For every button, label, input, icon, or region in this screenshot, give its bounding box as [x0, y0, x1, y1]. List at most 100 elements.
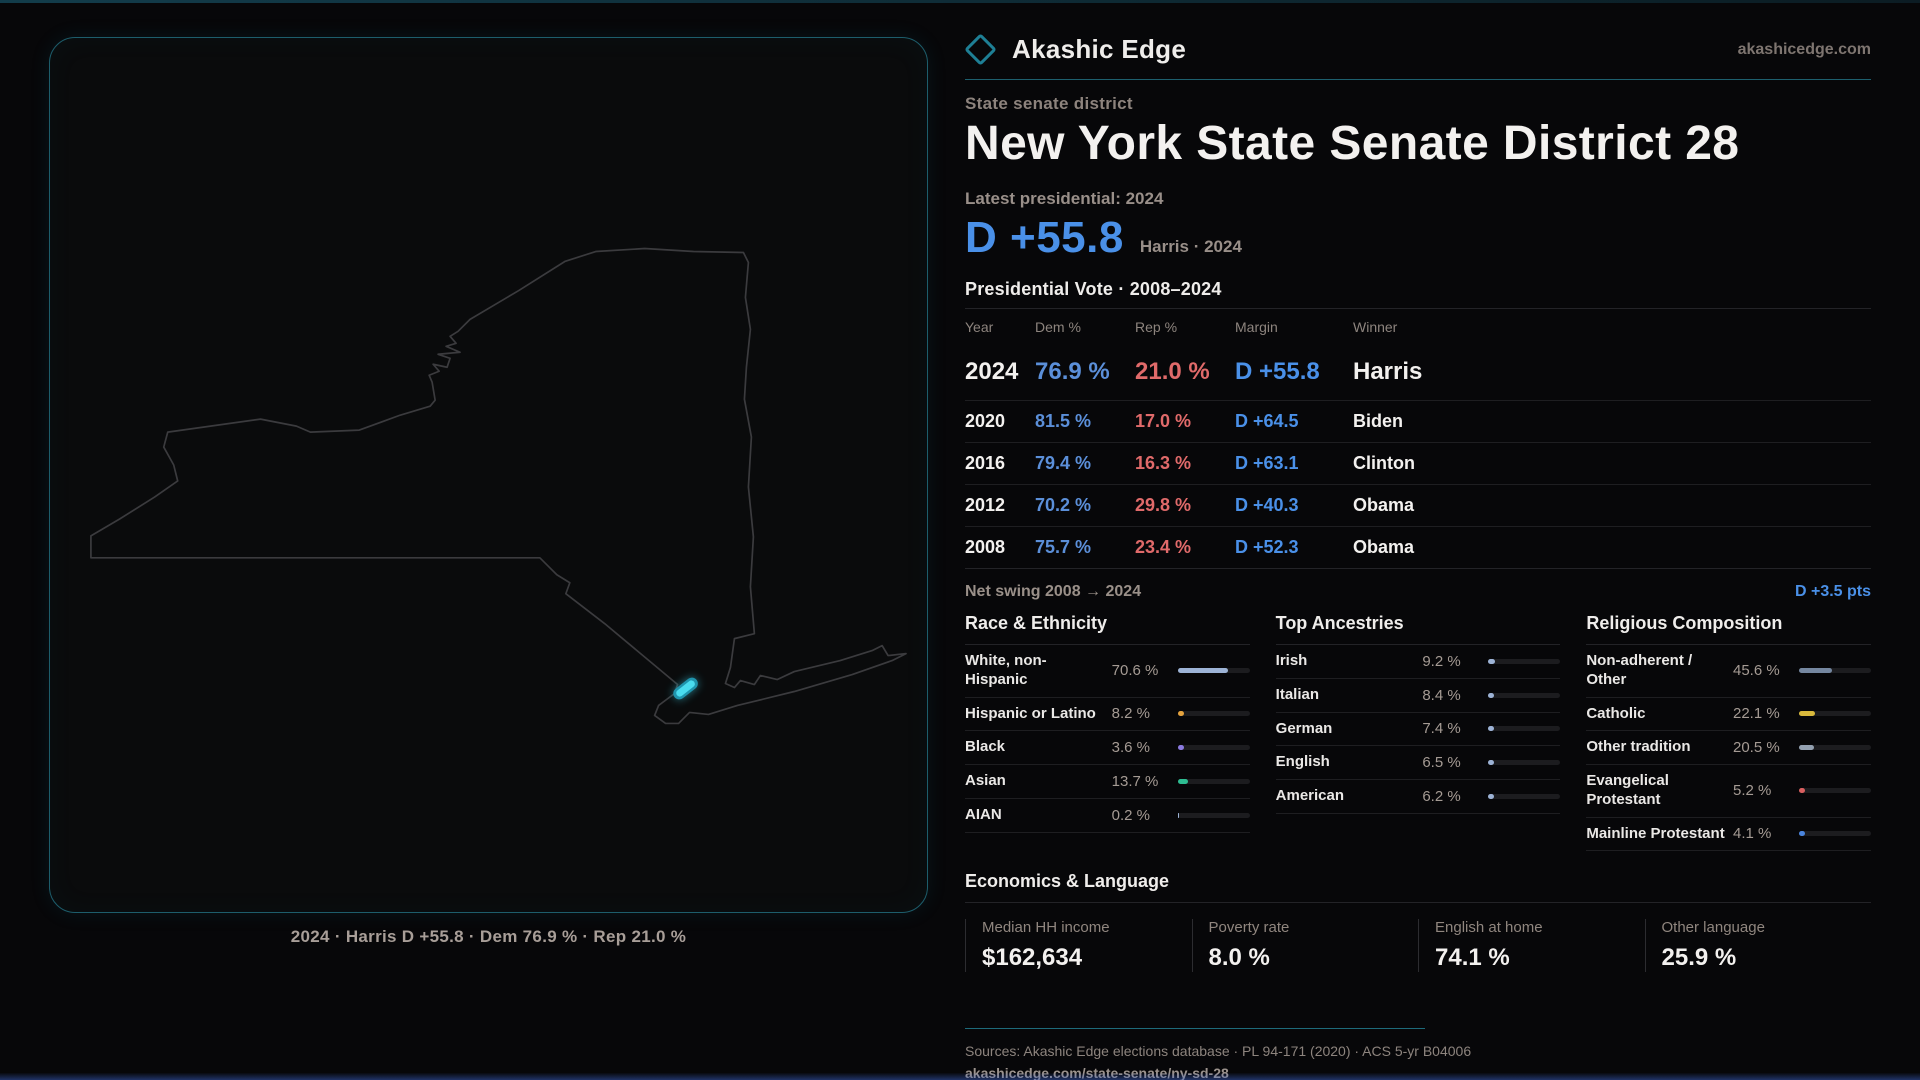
section-religious-composition: Religious Composition Non-adherent / Oth…	[1586, 613, 1871, 852]
demo-bar-fill	[1798, 831, 1805, 837]
demo-bar-track	[1177, 812, 1250, 818]
demo-label: Non-adherent / Other	[1586, 652, 1693, 688]
cell-dem-pct: 79.4 %	[1035, 453, 1092, 473]
demo-row: Catholic 22.1 %	[1586, 698, 1871, 732]
latest-presidential-label: Latest presidential: 2024	[965, 189, 1164, 208]
col-header-winner: Winner	[1353, 319, 1398, 335]
cell-winner: Clinton	[1353, 453, 1415, 473]
new-york-map	[90, 247, 907, 725]
table-row: 2008 75.7 % 23.4 % D +52.3 Obama	[965, 526, 1871, 568]
cell-year: 2024	[965, 358, 1019, 385]
cell-dem-pct: 81.5 %	[1035, 411, 1092, 431]
demo-bar-fill	[1798, 788, 1805, 794]
cell-margin: D +40.3	[1235, 495, 1299, 515]
demo-value: 8.2 %	[1111, 705, 1151, 723]
cell-winner: Obama	[1353, 495, 1415, 515]
district-kicker: State senate district	[965, 94, 1133, 113]
cell-rep-pct: 17.0 %	[1135, 411, 1192, 431]
demo-bar-fill	[1488, 658, 1495, 664]
table-row: 2012 70.2 % 29.8 % D +40.3 Obama	[965, 484, 1871, 526]
stat-median-income: Median HH income $162,634	[965, 919, 1192, 973]
col-header-year: Year	[965, 319, 994, 335]
demo-label: Irish	[1275, 652, 1308, 669]
brand-domain-link[interactable]: akashicedge.com	[1737, 40, 1871, 58]
cell-margin: D +63.1	[1235, 453, 1299, 473]
net-swing-label: Net swing 2008 → 2024	[965, 583, 1142, 600]
demo-bar-track	[1798, 745, 1871, 751]
header-divider	[965, 79, 1871, 80]
cell-winner: Biden	[1353, 411, 1404, 431]
stat-value: 25.9 %	[1661, 944, 1737, 972]
section-race-ethnicity: Race & Ethnicity White, non-Hispanic 70.…	[965, 613, 1250, 833]
demo-value: 6.2 %	[1422, 787, 1461, 805]
vote-table-title: Presidential Vote · 2008–2024	[965, 279, 1222, 299]
demo-row: Non-adherent / Other 45.6 %	[1586, 645, 1871, 698]
demo-label: English	[1275, 753, 1330, 771]
cell-dem-pct: 70.2 %	[1035, 495, 1092, 515]
section-title: Religious Composition	[1586, 613, 1871, 645]
cell-rep-pct: 23.4 %	[1135, 537, 1192, 557]
stat-poverty-rate: Poverty rate 8.0 %	[1191, 919, 1419, 973]
demo-bar-track	[1488, 726, 1561, 732]
stat-english-at-home: English at home 74.1 %	[1418, 919, 1645, 973]
demo-bar-track	[1798, 668, 1871, 674]
cell-margin: D +52.3	[1235, 537, 1299, 557]
cell-rep-pct: 21.0 %	[1135, 358, 1210, 385]
cell-year: 2012	[965, 495, 1006, 515]
demo-value: 70.6 %	[1111, 662, 1159, 680]
stat-value: $162,634	[982, 944, 1083, 972]
col-header-rep: Rep %	[1135, 319, 1178, 335]
stat-label: English at home	[1435, 919, 1543, 937]
demo-bar-fill	[1177, 668, 1229, 674]
section-top-ancestries: Top Ancestries Irish 9.2 % Italian 8.4 %…	[1275, 613, 1561, 814]
demo-row: Other tradition 20.5 %	[1586, 731, 1871, 765]
net-swing-row: Net swing 2008 → 2024 D +3.5 pts	[965, 583, 1871, 601]
demo-bar-fill	[1488, 793, 1495, 799]
headline-margin-detail: Harris · 2024	[1139, 237, 1242, 256]
diamond-logo-icon	[964, 33, 997, 66]
col-header-dem: Dem %	[1035, 319, 1081, 335]
permalink[interactable]: akashicedge.com/state-senate/ny-sd-28	[965, 1065, 1871, 1080]
cell-rep-pct: 29.8 %	[1135, 495, 1192, 515]
demo-bar-track	[1488, 658, 1561, 664]
vote-table-header: Year Dem % Rep % Margin Winner	[965, 309, 1871, 344]
demo-row: Mainline Protestant 4.1 %	[1586, 818, 1871, 852]
page-title: New York State Senate District 28	[965, 117, 1740, 170]
highlighted-district	[673, 677, 698, 700]
cell-rep-pct: 16.3 %	[1135, 453, 1192, 473]
sources-text: Sources: Akashic Edge elections database…	[965, 1043, 1472, 1060]
demo-bar-track	[1488, 760, 1561, 766]
demo-value: 6.5 %	[1422, 754, 1461, 772]
cell-winner: Harris	[1353, 358, 1423, 385]
demo-bar-track	[1798, 711, 1871, 717]
demo-row: Evangelical Protestant 5.2 %	[1586, 765, 1871, 818]
demo-value: 7.4 %	[1422, 720, 1461, 738]
demo-bar-fill	[1488, 760, 1495, 766]
demo-value: 8.4 %	[1422, 686, 1461, 704]
map-caption: 2024 · Harris D +55.8 · Dem 76.9 % · Rep…	[290, 927, 687, 946]
demo-bar-fill	[1798, 745, 1814, 751]
demo-row: Italian 8.4 %	[1275, 679, 1561, 713]
table-row: 2020 81.5 % 17.0 % D +64.5 Biden	[965, 400, 1871, 442]
table-row: 2024 76.9 % 21.0 % D +55.8 Harris	[965, 344, 1871, 400]
new-york-outline	[90, 247, 907, 725]
top-glow-edge	[0, 0, 1920, 3]
header-bar: Akashic Edge akashicedge.com	[964, 33, 1871, 66]
demo-row: Hispanic or Latino 8.2 %	[965, 698, 1250, 732]
demo-label: Evangelical Protestant	[1586, 772, 1669, 808]
demo-label: American	[1275, 787, 1345, 804]
demo-row: AIAN 0.2 %	[965, 799, 1250, 833]
stat-value: 74.1 %	[1435, 944, 1510, 972]
presidential-vote-table: Year Dem % Rep % Margin Winner 2024 76.9…	[965, 308, 1871, 569]
section-title: Top Ancestries	[1275, 613, 1561, 645]
cell-year: 2020	[965, 411, 1006, 431]
demo-bar-fill	[1177, 778, 1188, 784]
cell-margin: D +64.5	[1235, 411, 1299, 431]
demo-label: Catholic	[1586, 704, 1646, 722]
demo-row: Black 3.6 %	[965, 731, 1250, 765]
stat-label: Other language	[1661, 919, 1765, 937]
demo-bar-fill	[1798, 668, 1832, 674]
cell-dem-pct: 76.9 %	[1035, 358, 1110, 385]
stat-value: 8.0 %	[1208, 944, 1270, 972]
demo-bar-track	[1177, 711, 1250, 717]
